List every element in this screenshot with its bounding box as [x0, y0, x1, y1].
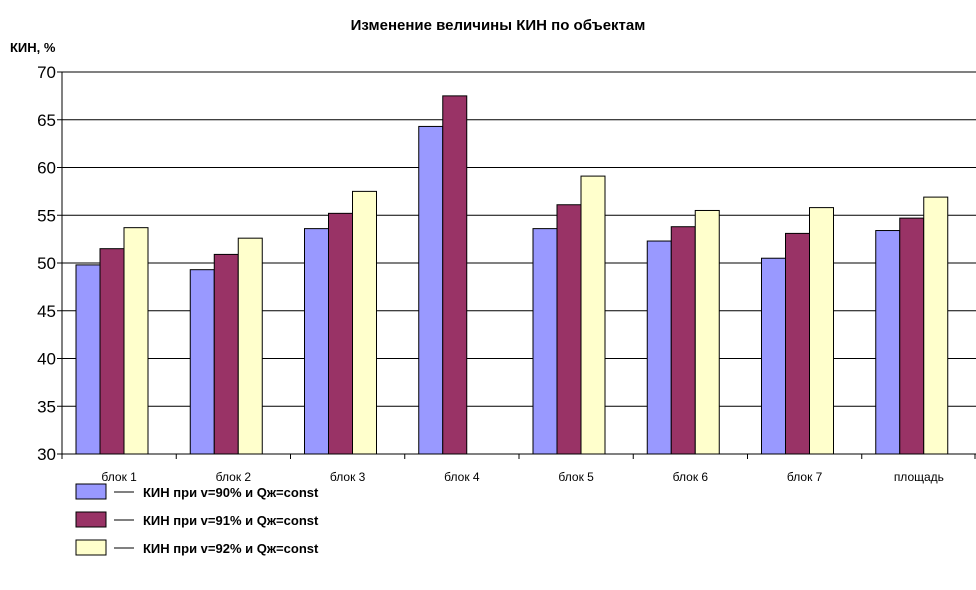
- x-tick-label-6: блок 7: [787, 470, 823, 484]
- bar-s3-7: [923, 196, 949, 455]
- bar-s1-1: [189, 269, 215, 455]
- bar-s1-6: [761, 257, 786, 455]
- legend-label-3: КИН при v=92% и Qж=const: [143, 541, 319, 556]
- y-tick-label-30: 30: [37, 445, 56, 464]
- y-axis-label: КИН, %: [10, 40, 56, 55]
- y-tick-label-55: 55: [37, 206, 56, 225]
- legend-swatch-2: [75, 511, 107, 528]
- x-tick-label-5: блок 6: [673, 470, 709, 484]
- bar-s2-4: [556, 204, 582, 455]
- bar-s3-1: [237, 237, 263, 455]
- y-tick-label-45: 45: [37, 302, 56, 321]
- y-tick-label-70: 70: [37, 63, 56, 82]
- bar-s1-3: [418, 125, 444, 455]
- bar-s3-6: [809, 207, 834, 455]
- x-tick-label-3: блок 4: [444, 470, 480, 484]
- bar-s1-0: [75, 264, 101, 455]
- chart-title: Изменение величины КИН по объектам: [351, 17, 646, 34]
- bars: [75, 95, 949, 455]
- y-tick-label-60: 60: [37, 159, 56, 178]
- x-tick-labels: блок 1 блок 2 блок 3 блок 4 блок 5 блок 6 блок…: [101, 470, 944, 484]
- bar-s3-2: [352, 190, 377, 455]
- axes: [57, 71, 976, 459]
- bar-s1-5: [646, 240, 672, 455]
- x-tick-label-4: блок 5: [558, 470, 594, 484]
- bar-s3-4: [580, 175, 606, 455]
- legend-label-1: КИН при v=90% и Qж=const: [143, 485, 319, 500]
- bar-s2-7: [899, 217, 925, 455]
- bar-s2-3: [442, 95, 468, 455]
- bar-s1-2: [304, 228, 329, 455]
- y-tick-labels: 30 35 40 45 50 55 60 65 70: [37, 63, 56, 464]
- bar-s1-7: [875, 230, 901, 455]
- x-tick-label-0: блок 1: [101, 470, 137, 484]
- x-tick-label-1: блок 2: [216, 470, 252, 484]
- y-tick-label-50: 50: [37, 254, 56, 273]
- y-tick-label-65: 65: [37, 111, 56, 130]
- legend-swatch-1: [75, 483, 107, 500]
- bar-s3-0: [123, 227, 149, 455]
- bar-s2-5: [670, 226, 696, 455]
- legend-swatch-3: [75, 539, 107, 556]
- bar-s2-1: [213, 253, 239, 455]
- bar-s1-4: [532, 228, 558, 455]
- legend-label-2: КИН при v=91% и Qж=const: [143, 513, 319, 528]
- bar-s3-5: [694, 209, 720, 455]
- y-tick-label-35: 35: [37, 397, 56, 416]
- y-tick-label-40: 40: [37, 350, 56, 369]
- bar-s2-2: [328, 212, 353, 455]
- legend: КИН при v=90% и Qж=const КИН при v=91% и …: [75, 483, 319, 556]
- x-tick-label-7: площадь: [894, 470, 944, 484]
- bar-s2-6: [785, 232, 810, 455]
- bar-s2-0: [99, 248, 125, 455]
- x-tick-label-2: блок 3: [330, 470, 366, 484]
